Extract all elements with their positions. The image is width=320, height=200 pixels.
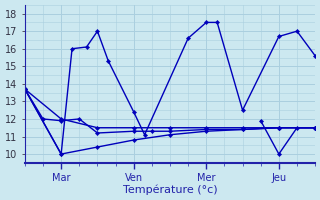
X-axis label: Température (°c): Température (°c) (123, 185, 217, 195)
